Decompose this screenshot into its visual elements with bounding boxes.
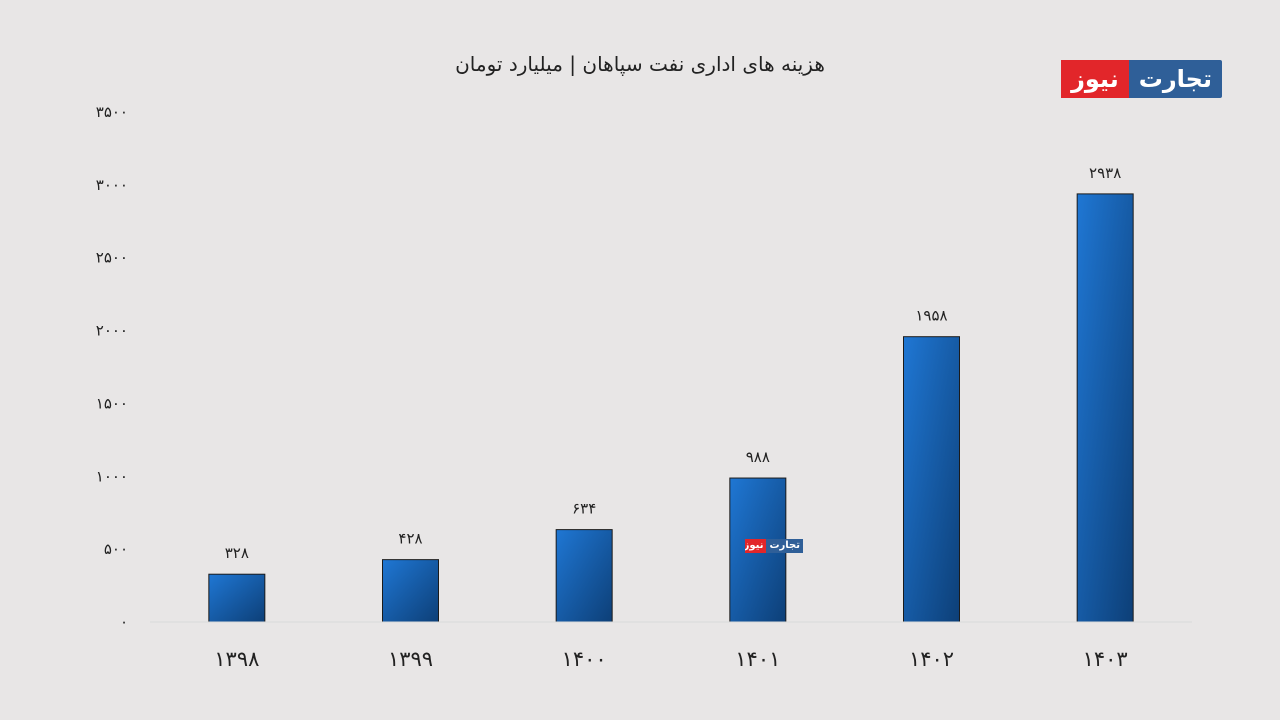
watermark-logo: تجارت نیوز [745, 539, 803, 553]
bar [903, 336, 960, 623]
data-label: ۳۲۸ [225, 544, 249, 562]
watermark-text-a: تجارت [766, 539, 803, 553]
data-label: ۶۳۴ [572, 500, 596, 518]
x-tick-label: ۱۴۰۱ [735, 647, 780, 671]
data-label: ۹۸۸ [746, 448, 770, 466]
logo-text-a: تجارت [1128, 60, 1222, 98]
x-axis: ۱۳۹۸ ۱۳۹۹ ۱۴۰۰ ۱۴۰۱ ۱۴۰۲ ۱۴۰۳ [150, 621, 1192, 671]
watermark-text-b: نیوز [745, 539, 767, 553]
y-tick-label: ۲۵۰۰ [96, 249, 128, 267]
x-tick-label: ۱۴۰۲ [909, 647, 954, 671]
data-label: ۴۲۸ [398, 530, 422, 548]
x-tick-label: ۱۴۰۳ [1083, 647, 1128, 671]
bar [1076, 193, 1134, 623]
y-tick-label: ۳۵۰۰ [96, 103, 128, 121]
y-tick-label: ۳۰۰۰ [96, 176, 128, 194]
chart-title: هزینه های اداری نفت سپاهان | میلیارد توم… [455, 52, 825, 76]
bar [208, 573, 266, 623]
y-tick-label: ۲۰۰۰ [96, 322, 128, 340]
y-tick-label: ۱۵۰۰ [96, 394, 128, 412]
data-label: ۱۹۵۸ [915, 307, 947, 325]
bars: ۳۲۸ ۴۲۸ ۶۳۴ ۹۸۸ ۱۹۵۸ ۲۹۳۸ [208, 164, 1134, 623]
data-label: ۲۹۳۸ [1089, 164, 1121, 182]
bar [382, 559, 439, 623]
brand-logo: تجارت نیوز [1034, 60, 1222, 98]
bar [555, 529, 613, 623]
y-axis: ۰ ۵۰۰ ۱۰۰۰ ۱۵۰۰ ۲۰۰۰ ۲۵۰۰ ۳۰۰۰ ۳۵۰۰ [96, 103, 128, 631]
y-tick-label: ۱۰۰۰ [96, 467, 128, 485]
y-tick-label: ۵۰۰ [104, 540, 128, 558]
logo-text-b: نیوز [1061, 60, 1129, 98]
y-tick-label: ۰ [120, 613, 128, 631]
x-tick-label: ۱۳۹۸ [214, 647, 259, 671]
x-tick-label: ۱۳۹۹ [388, 647, 433, 671]
x-tick-label: ۱۴۰۰ [562, 647, 607, 671]
